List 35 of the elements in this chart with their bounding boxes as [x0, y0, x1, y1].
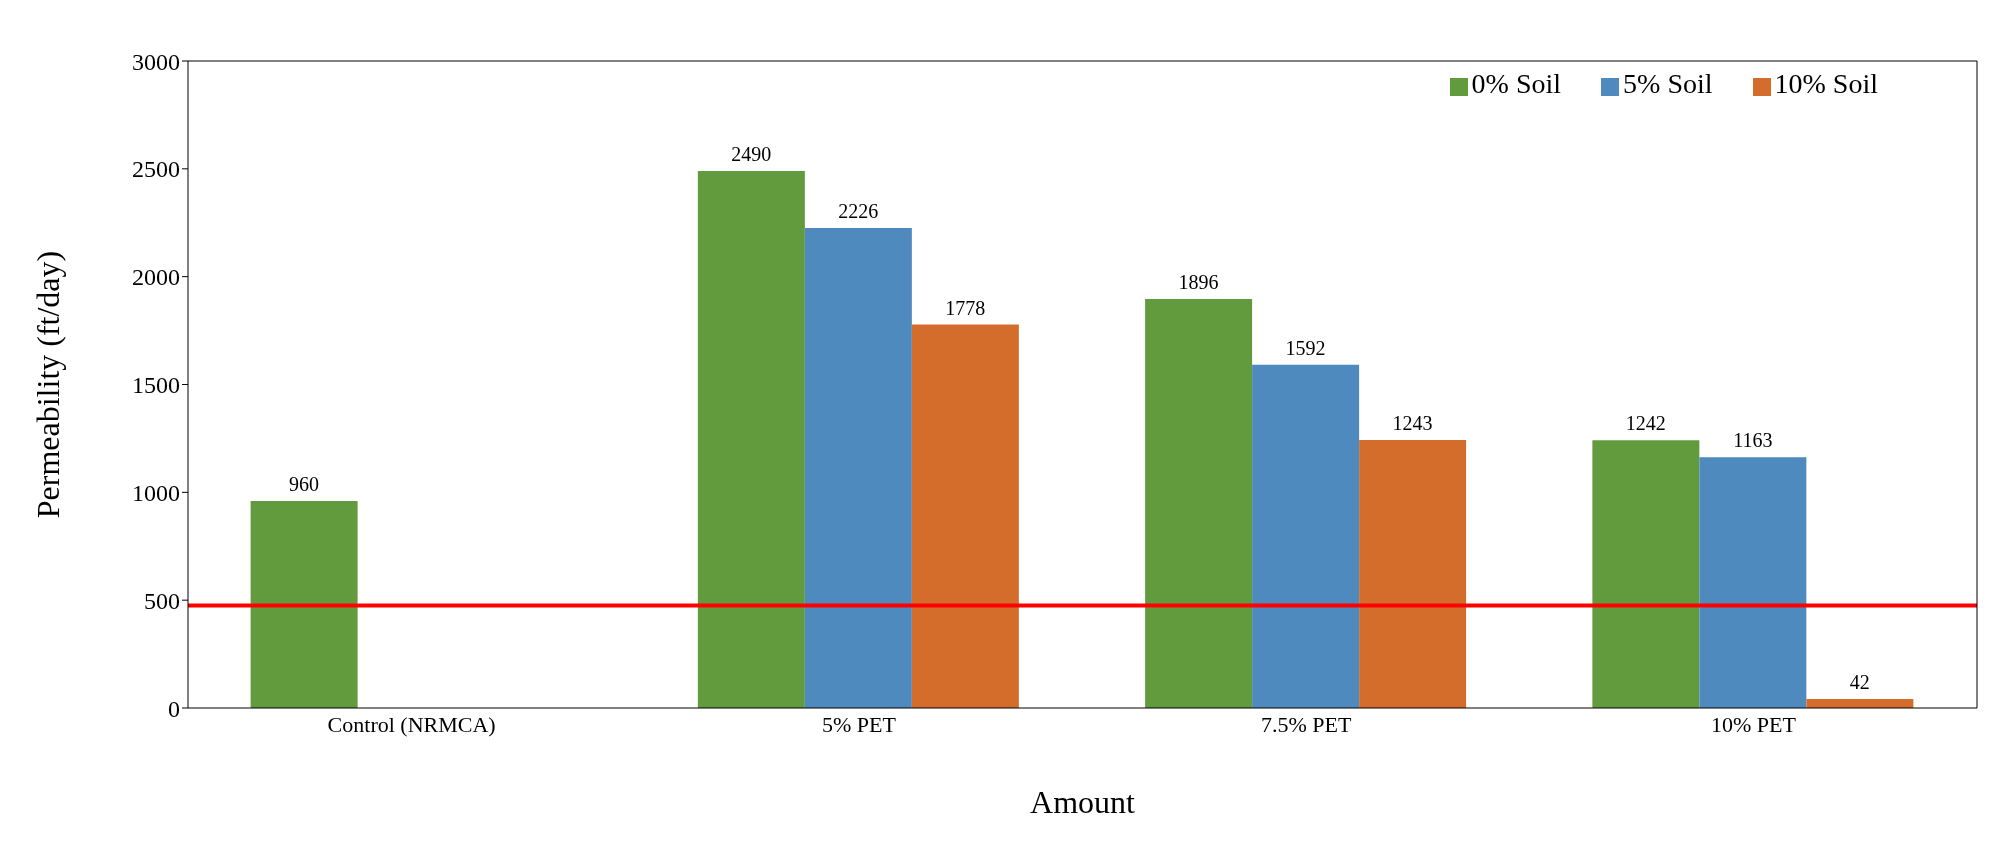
- bar: [1699, 457, 1807, 708]
- y-tick-label: 2500: [132, 156, 180, 183]
- bar: [250, 500, 358, 708]
- bar: [1252, 364, 1360, 708]
- data-label: 960: [289, 472, 320, 495]
- data-label: 2490: [731, 142, 772, 165]
- bar: [911, 324, 1019, 708]
- data-label: 1592: [1285, 336, 1326, 359]
- y-tick-label: 500: [144, 587, 180, 614]
- x-tick-label: 10% PET: [1710, 711, 1797, 737]
- x-axis-title: Amount: [1030, 784, 1136, 820]
- data-label: 2226: [838, 199, 879, 222]
- x-tick-label: 5% PET: [821, 711, 897, 737]
- bar: [697, 170, 805, 708]
- bar: [1145, 299, 1253, 708]
- data-label: 1778: [945, 296, 986, 319]
- legend-label: 10% Soil: [1774, 68, 1878, 99]
- data-label: 1243: [1392, 411, 1433, 434]
- y-tick-label: 0: [168, 695, 180, 722]
- data-label: 1163: [1733, 429, 1773, 452]
- bar: [804, 227, 912, 708]
- data-label: 42: [1849, 670, 1870, 693]
- bar: [1359, 439, 1467, 708]
- y-tick-label: 1000: [132, 479, 180, 506]
- legend-label: 0% Soil: [1471, 68, 1562, 99]
- bar: [1592, 440, 1700, 708]
- y-tick-label: 3000: [132, 48, 180, 75]
- data-label: 1896: [1178, 271, 1219, 294]
- legend-label: 5% Soil: [1623, 68, 1713, 99]
- y-tick-label: 2000: [132, 264, 180, 291]
- x-tick-label: Control (NRMCA): [327, 711, 496, 737]
- data-label: 1242: [1625, 412, 1666, 435]
- y-axis-title: Permeability (ft/day): [30, 250, 67, 519]
- x-tick-label: 7.5% PET: [1260, 711, 1352, 737]
- y-tick-label: 1500: [132, 372, 180, 399]
